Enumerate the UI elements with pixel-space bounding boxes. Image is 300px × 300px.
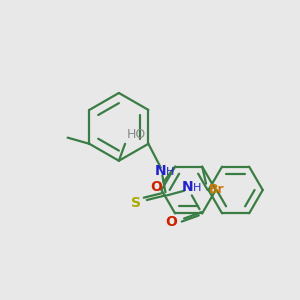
Text: H: H [193, 184, 201, 194]
Text: O: O [150, 181, 162, 194]
Text: HO: HO [127, 128, 146, 141]
Text: N: N [155, 164, 166, 178]
Text: S: S [131, 196, 141, 210]
Text: O: O [165, 214, 177, 229]
Text: Br: Br [208, 183, 224, 196]
Text: H: H [166, 167, 174, 177]
Text: N: N [181, 180, 193, 194]
